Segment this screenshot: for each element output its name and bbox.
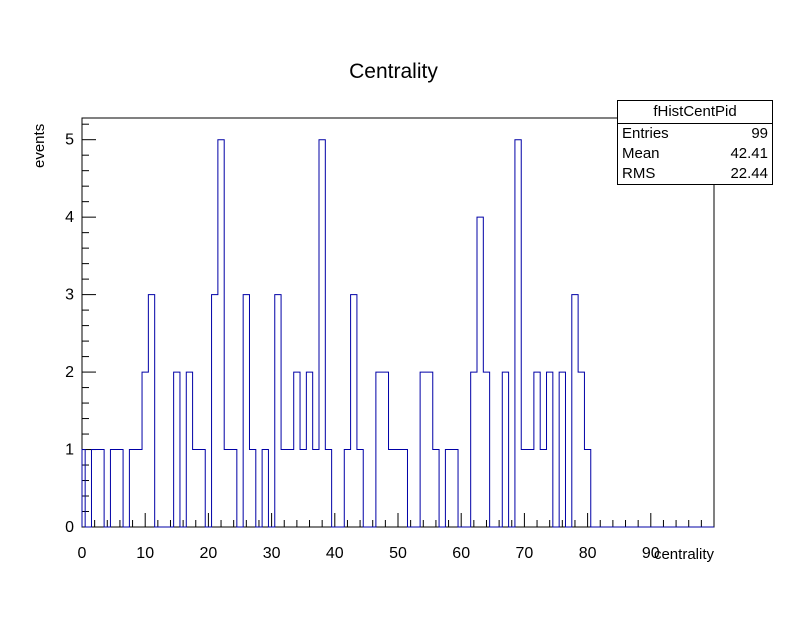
stats-row-entries: Entries 99 xyxy=(618,124,772,144)
y-tick-label: 5 xyxy=(65,132,74,149)
x-tick-label: 20 xyxy=(200,545,218,562)
y-tick-label: 0 xyxy=(65,519,74,536)
stats-label: Entries xyxy=(622,125,669,142)
y-tick-label: 1 xyxy=(65,442,74,459)
stats-value: 22.44 xyxy=(730,165,768,182)
stats-row-mean: Mean 42.41 xyxy=(618,144,772,164)
stats-value: 99 xyxy=(751,125,768,142)
y-tick-label: 2 xyxy=(65,364,74,381)
x-tick-label: 0 xyxy=(78,545,87,562)
x-tick-label: 70 xyxy=(516,545,534,562)
y-tick-label: 3 xyxy=(65,287,74,304)
plot-title: Centrality xyxy=(349,60,438,83)
stats-box-title: fHistCentPid xyxy=(618,101,772,124)
x-tick-label: 10 xyxy=(136,545,154,562)
x-tick-label: 30 xyxy=(263,545,281,562)
x-tick-label: 40 xyxy=(326,545,344,562)
x-tick-label: 60 xyxy=(452,545,470,562)
y-axis-title: events xyxy=(31,123,48,168)
histogram-line xyxy=(81,139,714,528)
x-axis-title: centrality xyxy=(653,546,714,563)
x-tick-label: 90 xyxy=(642,545,660,562)
stats-value: 42.41 xyxy=(730,145,768,162)
stats-box: fHistCentPid Entries 99 Mean 42.41 RMS 2… xyxy=(617,100,773,185)
stats-label: Mean xyxy=(622,145,660,162)
y-tick-label: 4 xyxy=(65,209,74,226)
x-tick-label: 80 xyxy=(579,545,597,562)
stats-row-rms: RMS 22.44 xyxy=(618,164,772,184)
stats-label: RMS xyxy=(622,165,656,182)
x-tick-label: 50 xyxy=(389,545,407,562)
